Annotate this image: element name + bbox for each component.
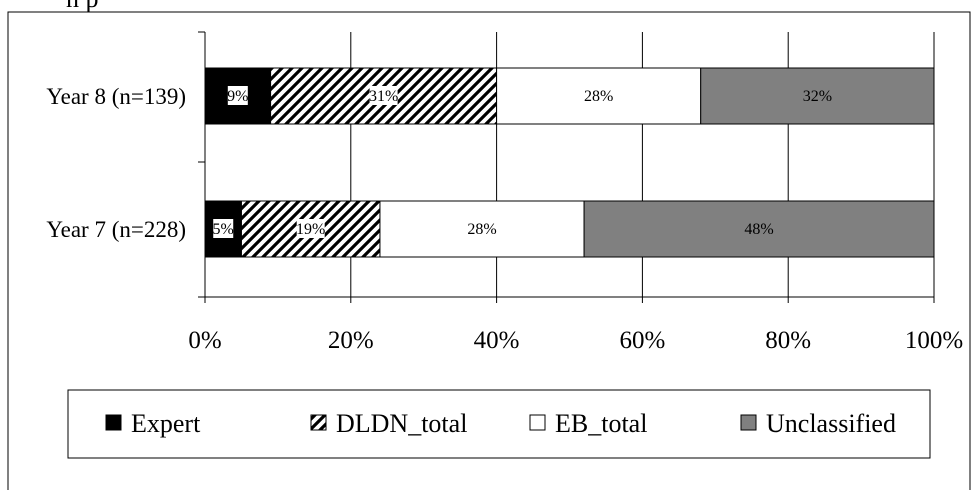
x-tick-label: 60% bbox=[619, 327, 665, 354]
x-tick-label: 100% bbox=[905, 327, 963, 354]
legend-swatch bbox=[310, 414, 327, 431]
data-label-bg bbox=[369, 86, 398, 105]
data-label-bg bbox=[213, 219, 234, 238]
legend-label: Unclassified bbox=[766, 409, 896, 438]
x-tick-label: 0% bbox=[188, 327, 221, 354]
legend-label: Expert bbox=[131, 409, 201, 438]
data-label: 31% bbox=[369, 88, 398, 105]
bar-segment bbox=[204, 67, 272, 125]
data-label: 19% bbox=[296, 221, 325, 238]
category-label: Year 7 (n=228) bbox=[46, 217, 186, 242]
data-label: 5% bbox=[213, 221, 234, 238]
chart-area-border bbox=[7, 11, 971, 490]
data-label: 28% bbox=[467, 221, 496, 238]
data-label: 32% bbox=[803, 88, 832, 105]
category-label: Year 8 (n=139) bbox=[46, 84, 186, 109]
legend-label: DLDN_total bbox=[336, 409, 467, 438]
legend-swatch bbox=[740, 414, 757, 431]
bar-segment bbox=[379, 200, 585, 258]
data-label: 28% bbox=[584, 88, 613, 105]
legend-label: EB_total bbox=[555, 409, 647, 438]
legend-swatch bbox=[105, 414, 122, 431]
data-label: 9% bbox=[227, 88, 248, 105]
x-tick-label: 40% bbox=[474, 327, 520, 354]
x-tick-label: 80% bbox=[765, 327, 811, 354]
bar-segment bbox=[700, 67, 935, 125]
x-tick-label: 20% bbox=[328, 327, 374, 354]
legend-swatch bbox=[529, 414, 546, 431]
legend-box bbox=[67, 389, 931, 459]
data-label-bg bbox=[227, 86, 248, 105]
data-label: 48% bbox=[744, 221, 773, 238]
data-label-bg bbox=[296, 219, 325, 238]
partial-title: n p bbox=[66, 0, 99, 13]
bar-segment bbox=[583, 200, 935, 258]
